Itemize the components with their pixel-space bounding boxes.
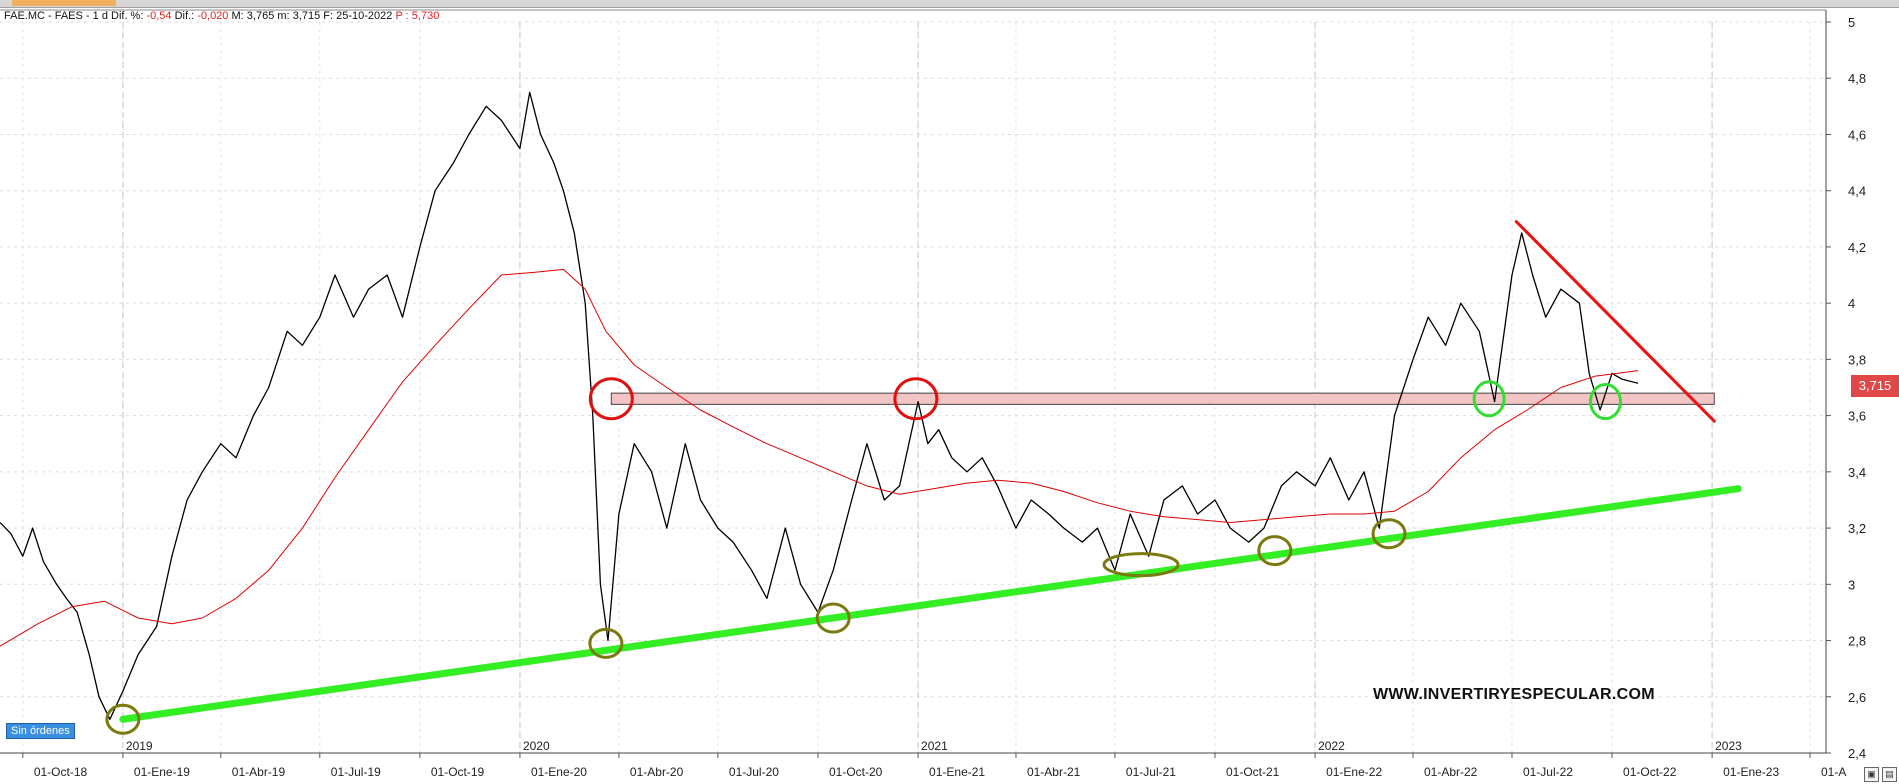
layout-icon[interactable]: ▤ xyxy=(1882,767,1897,782)
support-trendline xyxy=(119,485,1742,723)
y-tick-label: 2,8 xyxy=(1848,634,1866,649)
x-tick-label: 01-Jul-22 xyxy=(1523,765,1573,779)
y-tick-label: 3,8 xyxy=(1848,352,1866,367)
year-label: 2022 xyxy=(1318,739,1345,753)
diff-pct-label: Dif. %: xyxy=(111,10,144,22)
watermark: WWW.INVERTIRYESPECULAR.COM xyxy=(1373,686,1655,703)
swing-low-marker xyxy=(815,602,851,634)
x-tick-label: 01-Abr-19 xyxy=(232,765,286,779)
min-value: 3,715 xyxy=(292,10,321,22)
x-tick-label: 01-Jul-19 xyxy=(331,765,381,779)
retest-marker xyxy=(1589,383,1623,421)
chart-header: FAE.MC - FAES - 1 d Dif. %: -0,54 Dif.: … xyxy=(4,10,439,22)
x-tick-label: 01-Oct-19 xyxy=(431,765,485,779)
y-tick-label: 4 xyxy=(1848,296,1855,311)
x-tick-label: 01-Jul-21 xyxy=(1126,765,1176,779)
p-value: 5,730 xyxy=(411,10,440,22)
year-label: 2020 xyxy=(523,739,550,753)
orders-status-badge[interactable]: Sin órdenes xyxy=(6,723,75,739)
year-label: 2019 xyxy=(126,739,153,753)
y-tick-label: 4,6 xyxy=(1848,127,1866,142)
retest-marker xyxy=(1472,380,1506,418)
x-tick-label: 01-Ene-23 xyxy=(1723,765,1779,779)
p-label: P : xyxy=(395,10,409,22)
year-label: 2023 xyxy=(1715,739,1742,753)
y-tick-label: 3,2 xyxy=(1848,521,1866,536)
min-label: m: xyxy=(277,10,290,22)
window-title-bar xyxy=(0,0,1899,8)
resistance-marker xyxy=(588,377,634,421)
axes: 2,4 2,6 2,8 3 3,2 3,4 3,6 3,8 4 4,2 4,4 4,6 4,8 5 01-O… xyxy=(0,9,1866,779)
x-tick-label: 01-Abr-20 xyxy=(630,765,684,779)
x-tick-label: 01-Abr-22 xyxy=(1424,765,1478,779)
date-value: 25-10-2022 xyxy=(336,10,393,22)
swing-low-marker xyxy=(105,703,141,735)
x-tick-label: 01-A xyxy=(1821,765,1846,779)
diff-label: Dif.: xyxy=(174,10,195,22)
window-tab[interactable] xyxy=(12,0,116,6)
annotation-layer xyxy=(105,220,1742,735)
x-tick-label: 01-Ene-22 xyxy=(1326,765,1382,779)
moving-average-line xyxy=(0,268,1639,647)
x-tick-label: 01-Ene-19 xyxy=(134,765,190,779)
y-tick-label: 2,4 xyxy=(1848,746,1866,761)
y-tick-label: 2,6 xyxy=(1848,690,1866,705)
x-tick-label: 01-Oct-21 xyxy=(1226,765,1280,779)
max-value: 3,765 xyxy=(246,10,275,22)
y-tick-label: 4,4 xyxy=(1848,184,1866,199)
x-tick-label: 01-Ene-21 xyxy=(929,765,985,779)
grid xyxy=(0,21,1826,754)
symbol-label: FAE.MC - FAES - xyxy=(4,10,90,22)
resistance-zone xyxy=(610,392,1715,405)
x-tick-label: 01-Oct-20 xyxy=(829,765,883,779)
resistance-zone-layer xyxy=(610,392,1715,405)
swing-low-marker xyxy=(1371,518,1407,550)
swing-low-marker xyxy=(588,627,624,659)
x-tick-label: 01-Jul-20 xyxy=(729,765,779,779)
y-tick-label: 3,4 xyxy=(1848,465,1866,480)
max-label: M: xyxy=(231,10,244,22)
year-label: 2021 xyxy=(921,739,948,753)
y-tick-label: 3 xyxy=(1848,577,1855,592)
swing-low-marker xyxy=(1257,535,1293,567)
x-tick-label: 01-Ene-20 xyxy=(531,765,587,779)
x-tick-label: 01-Oct-22 xyxy=(1623,765,1677,779)
y-tick-label: 4,2 xyxy=(1848,240,1866,255)
last-price-tag: 3,715 xyxy=(1851,375,1899,397)
resistance-trendline xyxy=(1514,220,1716,423)
corner-controls: ▣ ▤ xyxy=(1864,767,1897,782)
swing-low-marker xyxy=(1102,552,1180,578)
resistance-marker xyxy=(893,377,939,421)
x-tick-label: 01-Oct-18 xyxy=(34,765,88,779)
series-layer xyxy=(0,91,1639,720)
y-tick-label: 3,6 xyxy=(1848,409,1866,424)
date-label: F: xyxy=(323,10,334,22)
y-tick-label: 4,8 xyxy=(1848,71,1866,86)
save-icon[interactable]: ▣ xyxy=(1864,767,1879,782)
timeframe-label: 1 d xyxy=(92,10,108,22)
diff-value: -0,020 xyxy=(197,10,229,22)
price-series-line xyxy=(0,91,1639,720)
diff-pct-value: -0,54 xyxy=(146,10,172,22)
x-tick-label: 01-Abr-21 xyxy=(1027,765,1081,779)
y-tick-label: 5 xyxy=(1848,15,1855,30)
